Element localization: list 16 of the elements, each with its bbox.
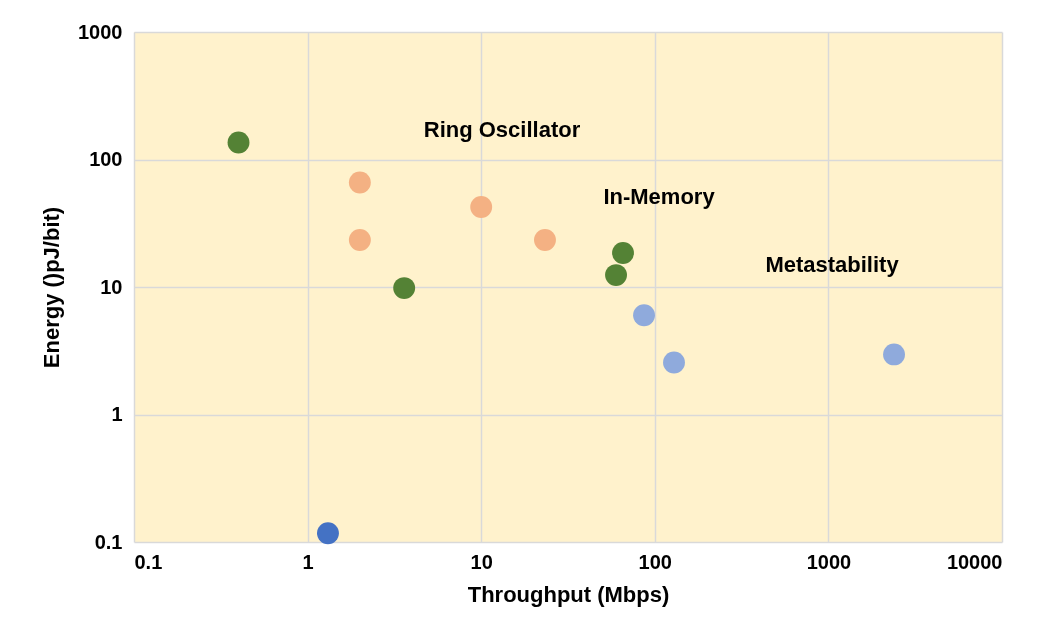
x-tick-label: 100 bbox=[638, 550, 672, 573]
y-tick-label: 10 bbox=[100, 275, 123, 298]
x-tick-label: 0.1 bbox=[134, 550, 163, 573]
x-tick-label: 1000 bbox=[806, 550, 852, 573]
y-tick-label: 1000 bbox=[78, 20, 123, 43]
x-tick-label: 1 bbox=[302, 550, 314, 573]
annotation: Metastability bbox=[765, 252, 900, 277]
y-tick-label: 1 bbox=[111, 403, 123, 425]
x-tick-label: 10 bbox=[470, 550, 493, 573]
annotation: Ring Oscillator bbox=[423, 117, 581, 142]
y-tick-label: 100 bbox=[89, 148, 123, 170]
x-axis-title: Throughput (Mbps) bbox=[467, 581, 670, 607]
annotation: In-Memory bbox=[603, 184, 716, 209]
x-tick-label: 10000 bbox=[946, 550, 1003, 573]
y-tick-label: 0.1 bbox=[94, 530, 123, 553]
y-axis-title: Energy ()pJ/bit) bbox=[39, 206, 65, 369]
